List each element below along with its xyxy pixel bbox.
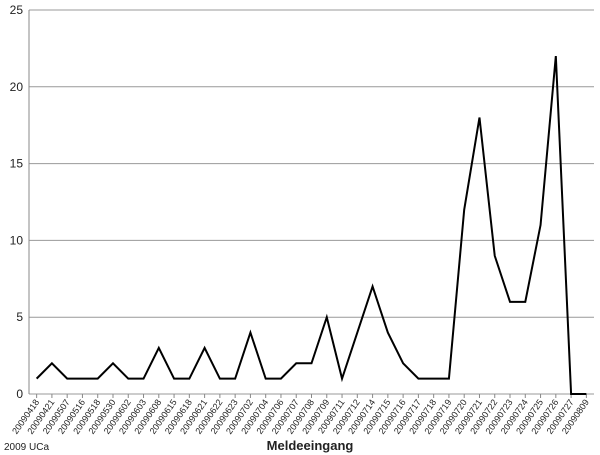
y-tick-label: 0 xyxy=(16,387,23,401)
line-series xyxy=(35,55,587,395)
y-tick-label: 25 xyxy=(10,3,24,17)
y-tick-label: 10 xyxy=(10,233,24,247)
x-axis-title: Meldeeingang xyxy=(267,438,354,453)
y-tick-label: 15 xyxy=(10,157,24,171)
y-tick-label: 20 xyxy=(10,80,24,94)
note: 2009 UCa xyxy=(4,442,49,453)
y-tick-label: 5 xyxy=(16,310,23,324)
